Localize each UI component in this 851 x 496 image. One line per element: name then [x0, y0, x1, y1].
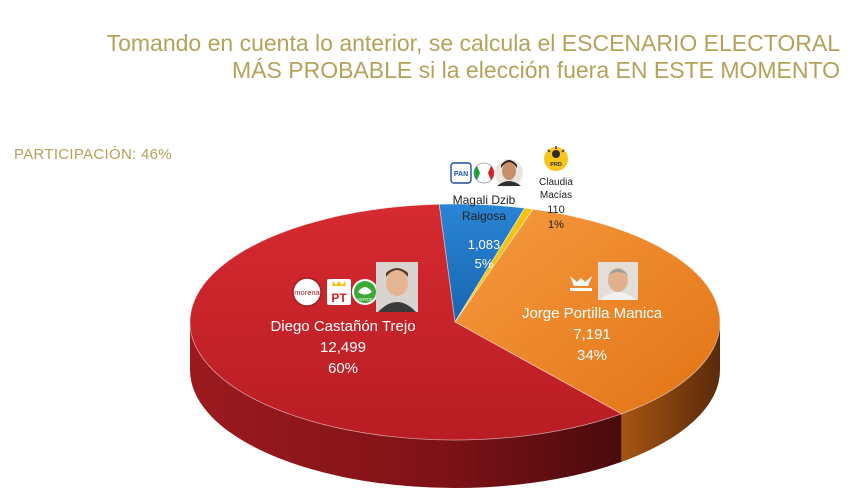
- pvem-logo-text: VERDE: [357, 297, 373, 302]
- pt-logo-text: PT: [331, 291, 347, 305]
- diego-portrait-icon: [376, 262, 418, 312]
- label-portilla-value: 7,191: [573, 326, 611, 343]
- pie-side-portilla: [621, 322, 720, 462]
- label-claudia-percent: 1%: [548, 219, 564, 231]
- title-line-1: Tomando en cuenta lo anterior, se calcul…: [106, 30, 840, 56]
- participation-label: PARTICIPACIÓN: 46%: [14, 146, 172, 163]
- pan-logo: PAN: [450, 162, 472, 184]
- pie-slice-diego: [189, 203, 623, 441]
- label-diego-name: Diego Castañón Trejo: [270, 318, 415, 335]
- slide-title: Tomando en cuenta lo anterior, se calcul…: [60, 30, 840, 84]
- label-portilla: Jorge Portilla Manica 7,191 34%: [522, 305, 663, 364]
- label-magali-value: 1,083: [468, 237, 501, 252]
- pri-logo: [473, 162, 495, 184]
- morena-candidate-logos: morena PT VERDE: [292, 262, 418, 312]
- pie-side-diego: [190, 322, 622, 489]
- pie-sides: [190, 322, 720, 489]
- pt-logo: PT: [327, 279, 351, 305]
- portilla-candidate-logos: [570, 262, 638, 300]
- label-diego-value: 12,499: [320, 339, 366, 356]
- pan-logo-text: PAN: [454, 171, 468, 178]
- label-magali-name-1: Magali Dzib: [453, 193, 516, 207]
- title-line-2: MÁS PROBABLE si la elección fuera EN EST…: [232, 57, 840, 83]
- mc-logo: [570, 276, 592, 291]
- prd-logo-text: PRD: [550, 162, 562, 168]
- label-diego-percent: 60%: [328, 360, 358, 377]
- morena-logo-text: morena: [294, 288, 320, 297]
- label-magali-name-2: Raigosa: [462, 209, 506, 223]
- pie-slice-portilla: [454, 208, 721, 415]
- label-portilla-name: Jorge Portilla Manica: [522, 305, 663, 322]
- label-portilla-percent: 34%: [577, 347, 607, 364]
- prd-logo: PRD: [544, 146, 568, 171]
- label-diego: Diego Castañón Trejo 12,499 60%: [270, 318, 415, 377]
- label-claudia-name-1: Claudia: [539, 177, 573, 188]
- jorge-portrait-icon: [598, 262, 638, 300]
- label-claudia-value: 110: [547, 204, 565, 216]
- morena-logo: morena: [292, 277, 322, 307]
- label-claudia-name-2: Macías: [540, 190, 572, 201]
- magali-portrait-icon: [495, 159, 523, 187]
- label-magali: Magali Dzib Raigosa 1,083 5%: [453, 193, 516, 271]
- magali-candidate-logos: PAN: [450, 159, 523, 187]
- pvem-logo: VERDE: [352, 279, 378, 305]
- label-magali-percent: 5%: [475, 256, 494, 271]
- pie-tops: [189, 203, 721, 441]
- label-claudia: Claudia Macías 110 1%: [539, 177, 573, 231]
